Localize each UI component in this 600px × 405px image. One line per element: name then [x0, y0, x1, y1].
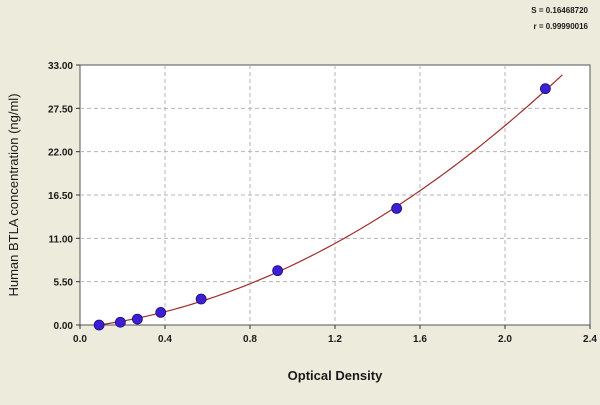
- y-axis-title: Human BTLA concentration (ng/ml): [6, 93, 21, 296]
- data-point: [272, 265, 284, 277]
- data-point: [131, 313, 143, 325]
- y-tick-label: 5.50: [54, 278, 74, 289]
- fit-curve-layer: [99, 74, 563, 326]
- data-point: [539, 83, 551, 95]
- y-tick-label: 22.00: [48, 148, 73, 159]
- x-tick-label: 2.0: [498, 334, 512, 345]
- x-tick-label: 0.8: [243, 334, 257, 345]
- y-tick-label: 16.50: [48, 191, 73, 202]
- data-points-layer: [93, 83, 551, 331]
- data-point: [93, 319, 105, 331]
- x-tick-label: 1.6: [413, 334, 427, 345]
- x-axis-title: Optical Density: [288, 368, 383, 383]
- x-tick-label: 1.2: [328, 334, 342, 345]
- x-tick-label: 2.4: [583, 334, 597, 345]
- x-tick-label: 0.4: [158, 334, 172, 345]
- fit-curve: [99, 74, 563, 326]
- y-tick-label: 33.00: [48, 61, 73, 72]
- data-point: [155, 306, 167, 318]
- y-tick-label: 0.00: [54, 321, 74, 332]
- y-tick-label: 11.00: [49, 234, 74, 245]
- y-tick-label: 27.50: [48, 104, 73, 115]
- data-point: [391, 202, 403, 214]
- x-axis-ticks: 0.0 0.4 0.8 1.2 1.6 2.0 2.4: [73, 325, 597, 345]
- data-point: [195, 293, 207, 305]
- data-point: [114, 316, 126, 328]
- stat-s-value: S = 0.16468720: [531, 6, 588, 15]
- x-tick-label: 0.0: [73, 334, 87, 345]
- y-axis-ticks: 0.00 5.50 11.00 16.50 22.00 27.50 33.00: [48, 61, 80, 332]
- stat-r-value: r = 0.99990016: [534, 22, 589, 31]
- grid-lines: [80, 65, 590, 325]
